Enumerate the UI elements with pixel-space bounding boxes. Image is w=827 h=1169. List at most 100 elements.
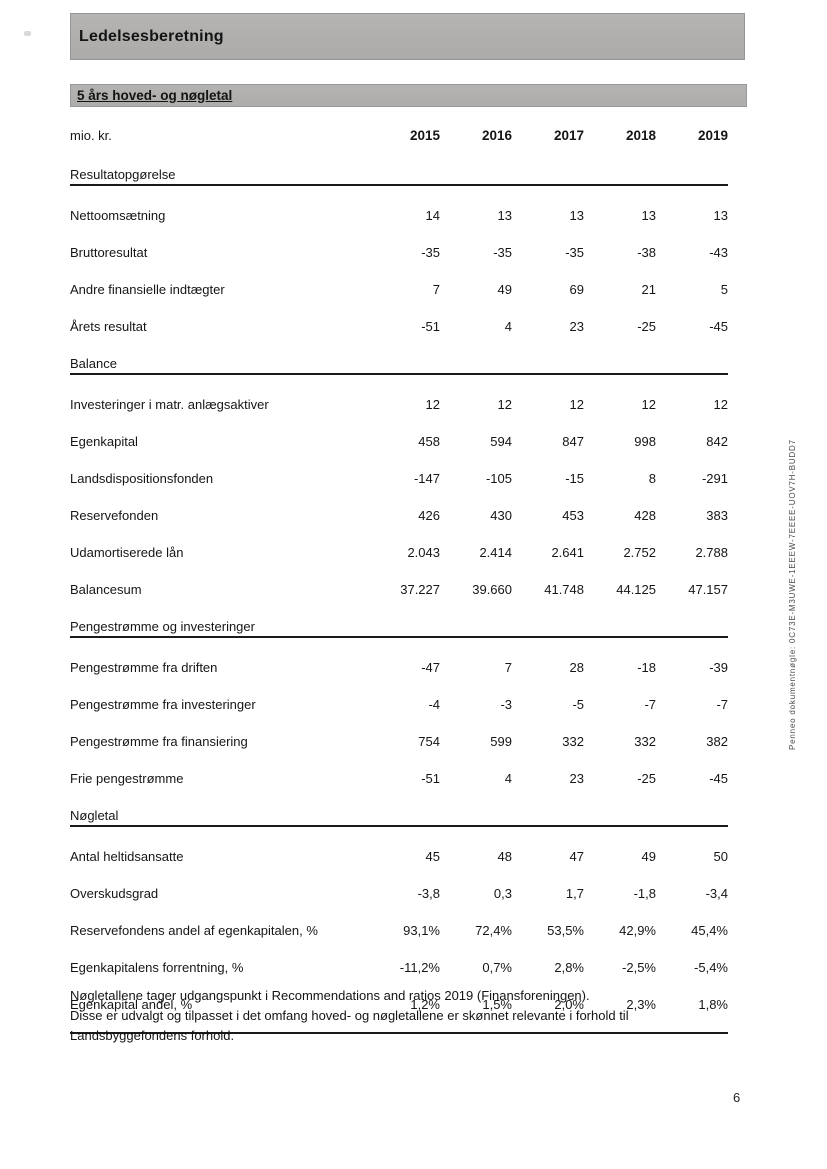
row-value: 37.227 — [400, 582, 440, 597]
row-value: 42,9% — [619, 923, 656, 938]
row-value: -35 — [421, 245, 440, 260]
row-value: -51 — [421, 771, 440, 786]
table-row: Balancesum 37.227 39.660 41.748 44.125 47.157 — [70, 582, 728, 597]
footnote-line: Nøgletallene tager udgangspunkt i Recomm… — [70, 988, 590, 1003]
row-value: 13 — [641, 208, 656, 223]
row-value: 2.752 — [623, 545, 656, 560]
table-row: Nettoomsætning 14 13 13 13 13 — [70, 208, 728, 223]
section-rule — [70, 373, 728, 375]
row-value: 4 — [504, 771, 512, 786]
footnote: Nøgletallene tager udgangspunkt i Recomm… — [70, 986, 720, 1046]
row-value: -15 — [565, 471, 584, 486]
section-header: Pengestrømme og investeringer — [70, 619, 255, 634]
row-label: Bruttoresultat — [70, 245, 148, 260]
row-value: -25 — [637, 771, 656, 786]
table-body: Resultatopgørelse Nettoomsætning 14 13 13 13 1… — [70, 167, 728, 1012]
table-row: Bruttoresultat -35 -35 -35 -38 -43 — [70, 245, 728, 260]
row-value: 2,8% — [554, 960, 584, 975]
row-value: 382 — [706, 734, 728, 749]
table-row: Pengestrømme fra investeringer -4 -3 -5 -7 -7 — [70, 697, 728, 712]
table-row: Egenkapital andel, % 1,2% 1,5% 2,0% 2,3% 1,8% — [70, 997, 728, 1012]
section-header: Resultatopgørelse — [70, 167, 176, 182]
row-value: 53,5% — [547, 923, 584, 938]
row-value: 12 — [713, 397, 728, 412]
row-value: 2.788 — [695, 545, 728, 560]
row-label: Antal heltidsansatte — [70, 849, 184, 864]
row-value: 1,5% — [482, 997, 512, 1012]
row-value: 69 — [569, 282, 584, 297]
row-value: 12 — [641, 397, 656, 412]
row-label: Egenkapital — [70, 434, 138, 449]
year-header: 2016 — [481, 128, 512, 143]
row-value: 8 — [648, 471, 656, 486]
row-value: 332 — [562, 734, 584, 749]
row-value: 0,7% — [482, 960, 512, 975]
row-value: 48 — [497, 849, 512, 864]
row-value: 47.157 — [688, 582, 728, 597]
row-value: 426 — [418, 508, 440, 523]
row-value: 2.043 — [407, 545, 440, 560]
row-value: -47 — [421, 660, 440, 675]
row-value: 1,7 — [565, 886, 584, 901]
row-value: -11,2% — [399, 960, 440, 975]
section-rule — [70, 825, 728, 827]
row-value: 998 — [634, 434, 656, 449]
row-value: -38 — [637, 245, 656, 260]
section-title: 5 års hoved- og nøgletal — [77, 88, 233, 103]
table-row: Antal heltidsansatte 45 48 47 49 50 — [70, 849, 728, 864]
row-value: 21 — [641, 282, 656, 297]
row-value: -25 — [637, 319, 656, 334]
row-value: -3,4 — [705, 886, 728, 901]
row-value: 13 — [713, 208, 728, 223]
table-row: Egenkapital 458 594 847 998 842 — [70, 434, 728, 449]
row-value: 2,3% — [626, 997, 656, 1012]
row-value: 599 — [490, 734, 512, 749]
row-label: Reservefondens andel af egenkapitalen, % — [70, 923, 318, 938]
row-value: 842 — [706, 434, 728, 449]
unit-label: mio. kr. — [70, 128, 112, 143]
row-label: Egenkapitalens forrentning, % — [70, 960, 244, 975]
page-title: Ledelsesberetning — [79, 27, 224, 45]
table-row: Egenkapitalens forrentning, % -11,2% 0,7% 2… — [70, 960, 728, 975]
row-value: -147 — [413, 471, 440, 486]
section-title-banner: 5 års hoved- og nøgletal — [70, 84, 747, 107]
row-value: 428 — [634, 508, 656, 523]
row-value: 47 — [569, 849, 584, 864]
year-header: 2015 — [409, 128, 440, 143]
row-value: 383 — [706, 508, 728, 523]
row-value: -5,4% — [694, 960, 728, 975]
row-label: Nettoomsætning — [70, 208, 166, 223]
section-rule — [70, 184, 728, 186]
row-value: 13 — [497, 208, 512, 223]
row-label: Pengestrømme fra finansiering — [70, 734, 248, 749]
row-value: 14 — [425, 208, 440, 223]
row-value: 39.660 — [472, 582, 512, 597]
row-value: 1,2% — [410, 997, 440, 1012]
table-row: Reservefondens andel af egenkapitalen, %… — [70, 923, 728, 938]
year-header: 2017 — [553, 128, 584, 143]
table-row: Pengestrømme fra finansiering 754 599 332 33… — [70, 734, 728, 749]
footnote-line: Disse er udvalgt og tilpasset i det omfa… — [70, 1008, 629, 1023]
row-value: 5 — [720, 282, 728, 297]
row-value: -43 — [709, 245, 728, 260]
row-value: 93,1% — [403, 923, 440, 938]
row-value: 45 — [425, 849, 440, 864]
table-row: Andre finansielle indtægter 7 49 69 21 5 — [70, 282, 728, 297]
row-label: Pengestrømme fra investeringer — [70, 697, 256, 712]
row-value: -45 — [709, 319, 728, 334]
row-label: Årets resultat — [70, 319, 147, 334]
table-section: Balance Investeringer i matr. anlægsaktiv… — [70, 356, 728, 597]
row-value: -291 — [701, 471, 728, 486]
row-value: -1,8 — [633, 886, 656, 901]
row-label: Landsdispositionsfonden — [70, 471, 214, 486]
row-value: 12 — [425, 397, 440, 412]
row-value: 2.414 — [479, 545, 512, 560]
row-value: 23 — [569, 771, 584, 786]
row-label: Reservefonden — [70, 508, 159, 523]
section-header: Nøgletal — [70, 808, 119, 823]
row-value: 72,4% — [475, 923, 512, 938]
row-value: -4 — [428, 697, 440, 712]
row-label: Pengestrømme fra driften — [70, 660, 218, 675]
row-value: 453 — [562, 508, 584, 523]
